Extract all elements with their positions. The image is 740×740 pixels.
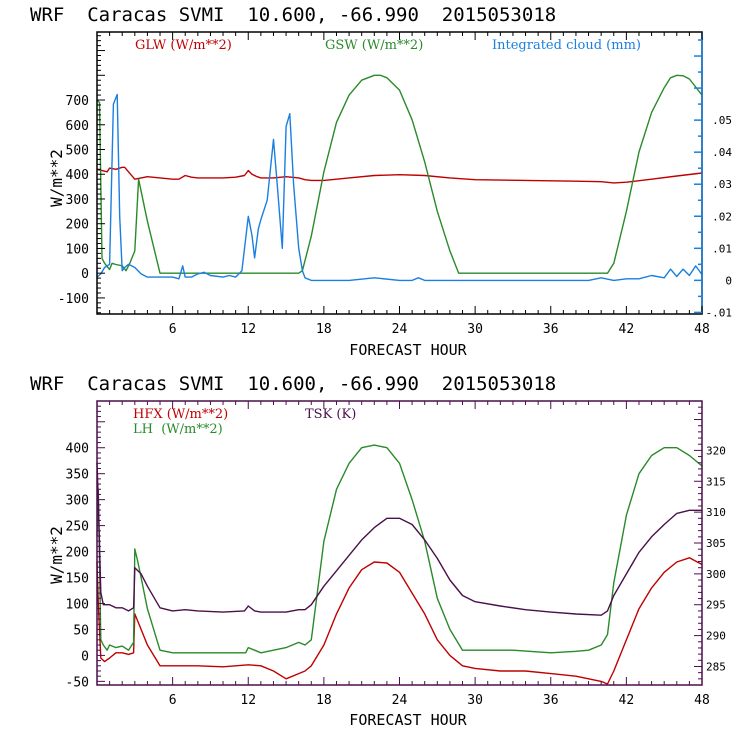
y2-tick-label: .04 — [712, 146, 732, 159]
y-tick-label: 300 — [66, 494, 89, 509]
x-tick-label: 42 — [619, 693, 635, 708]
y-ticks: -50 0 50 100 150 200 250 300 350 400 — [66, 400, 105, 690]
y-tick-label: 400 — [66, 442, 89, 457]
x-tick-label: 6 — [169, 693, 177, 708]
x-ticks: 6 12 18 24 30 36 42 48 — [96, 32, 710, 337]
x-tick-label: 24 — [392, 322, 408, 337]
y2-tick-label: .03 — [712, 178, 732, 191]
plot-frame — [96, 31, 703, 315]
y-axis-label: W/m**2 — [47, 526, 66, 584]
y-tick-label: -50 — [66, 675, 89, 690]
legend-gsw: GSW (W/m**2) — [325, 38, 423, 53]
series-line-integrated-cloud — [96, 93, 703, 282]
y2-tick-label: 320 — [706, 444, 726, 457]
y-tick-label: 350 — [66, 468, 89, 483]
y-tick-label: 50 — [73, 623, 89, 638]
x-tick-label: 30 — [467, 693, 483, 708]
y-tick-label: 200 — [66, 218, 89, 233]
series-line-lh — [96, 444, 703, 654]
x-tick-label: 48 — [694, 693, 710, 708]
y-tick-label: 100 — [66, 242, 89, 257]
legend-cloud: Integrated cloud (mm) — [492, 38, 641, 53]
series-line-tsk — [96, 462, 702, 616]
x-tick-label: 42 — [619, 322, 635, 337]
series-group — [96, 444, 703, 685]
x-tick-label: 12 — [240, 693, 256, 708]
y-tick-label: 150 — [66, 572, 89, 587]
x-tick-label: 48 — [694, 322, 710, 337]
y2-tick-label: 310 — [706, 506, 726, 519]
series-line-hfx — [96, 557, 703, 685]
y-tick-label: 500 — [66, 144, 89, 159]
series-line-glw — [96, 166, 703, 184]
y-tick-label: 0 — [81, 267, 89, 282]
y-tick-label: 300 — [66, 193, 89, 208]
panel-title: WRF Caracas SVMI 10.600, -66.990 2015053… — [30, 373, 556, 395]
y-axis-label: W/m**2 — [47, 149, 66, 207]
y-tick-label: 250 — [66, 520, 89, 535]
y2-tick-label: -.01 — [706, 306, 733, 319]
y2-tick-label: 315 — [706, 475, 726, 488]
legend-tsk: TSK (K) — [305, 407, 356, 422]
y-tick-label: 100 — [66, 597, 89, 612]
y2-tick-label: .01 — [712, 242, 732, 255]
x-ticks: 6 12 18 24 30 36 42 48 — [96, 401, 710, 708]
x-tick-label: 6 — [169, 322, 177, 337]
y2-tick-label: .05 — [712, 114, 732, 127]
y-tick-label: 700 — [66, 94, 89, 109]
y2-tick-label: 285 — [706, 660, 726, 673]
y2-tick-label: 300 — [706, 568, 726, 581]
y-tick-label: 400 — [66, 168, 89, 183]
series-line-gsw — [96, 74, 703, 274]
y-tick-label: 200 — [66, 546, 89, 561]
y2-ticks: -.01 0 .01 .02 .03 .04 .05 — [694, 39, 733, 319]
y-tick-label: -100 — [58, 292, 89, 307]
y2-tick-label: 290 — [706, 630, 726, 643]
x-axis-label: FORECAST HOUR — [349, 711, 467, 729]
legend-lh: LH (W/m**2) — [133, 422, 223, 437]
legend-hfx: HFX (W/m**2) — [133, 407, 228, 422]
y-ticks: -100 0 100 200 300 400 500 600 700 — [58, 35, 105, 314]
plot-frame — [96, 400, 703, 686]
series-group — [96, 74, 703, 282]
x-tick-label: 12 — [240, 322, 256, 337]
y-tick-label: 600 — [66, 119, 89, 134]
x-tick-label: 18 — [316, 322, 332, 337]
x-tick-label: 36 — [543, 322, 559, 337]
y2-tick-label: 305 — [706, 537, 726, 550]
x-axis-label: FORECAST HOUR — [349, 341, 467, 359]
y2-tick-label: 295 — [706, 599, 726, 612]
x-tick-label: 18 — [316, 693, 332, 708]
x-tick-label: 30 — [467, 322, 483, 337]
x-tick-label: 24 — [392, 693, 408, 708]
panel-radiation-cloud: WRF Caracas SVMI 10.600, -66.990 2015053… — [30, 4, 732, 359]
y-tick-label: 0 — [81, 649, 89, 664]
panel-fluxes-tsk: WRF Caracas SVMI 10.600, -66.990 2015053… — [30, 373, 726, 729]
y2-tick-label: 0 — [725, 274, 732, 287]
y2-ticks: 285 290 295 300 305 310 315 320 — [694, 400, 726, 686]
y2-tick-label: .02 — [712, 210, 732, 223]
legend-glw: GLW (W/m**2) — [135, 38, 232, 53]
panel-title: WRF Caracas SVMI 10.600, -66.990 2015053… — [30, 4, 556, 26]
x-tick-label: 36 — [543, 693, 559, 708]
